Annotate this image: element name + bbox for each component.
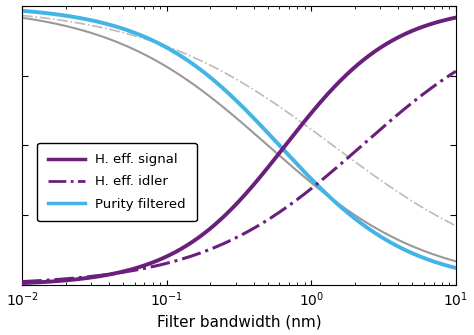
X-axis label: Filter bandwidth (nm): Filter bandwidth (nm): [157, 315, 321, 329]
Legend: H. eff. signal, H. eff. idler, Purity filtered: H. eff. signal, H. eff. idler, Purity fi…: [37, 143, 197, 221]
